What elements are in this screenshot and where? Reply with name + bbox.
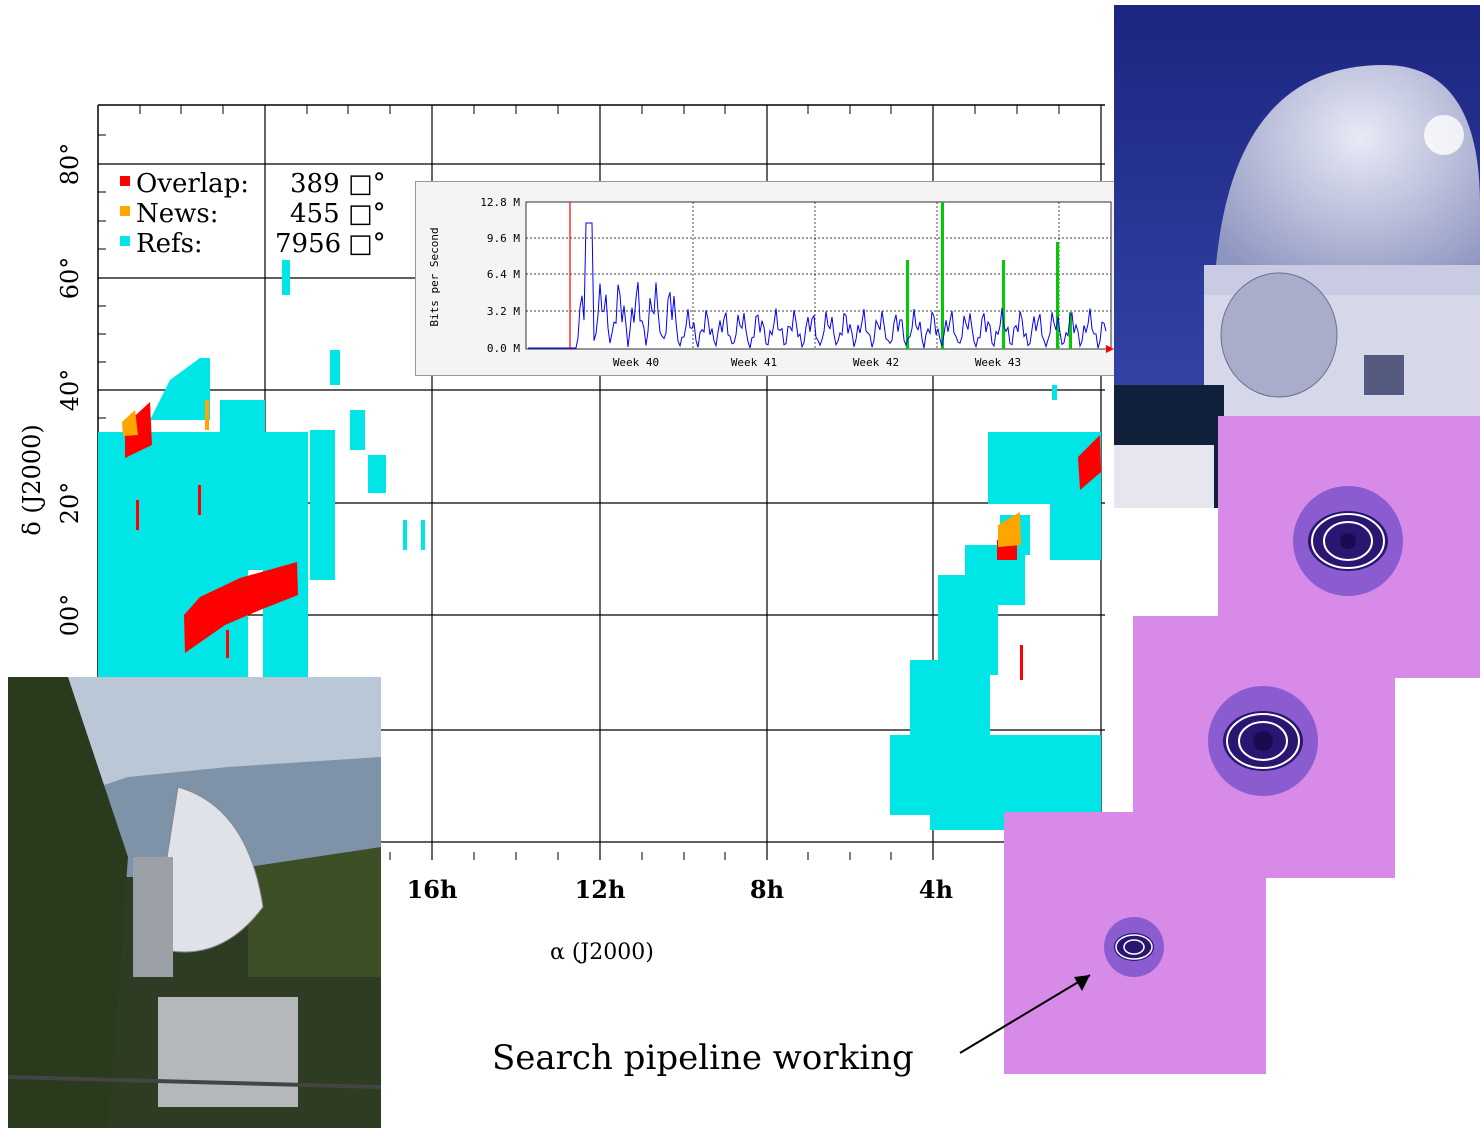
news-region-right <box>998 512 1021 547</box>
caption-arrow-icon <box>959 974 1091 1054</box>
legend-swatch-news <box>120 206 130 216</box>
dec-tick-labels: 80° 60° 40° 20° 00° δ (J2000) <box>18 143 84 637</box>
pipeline-caption: Search pipeline working <box>492 1038 914 1078</box>
legend-swatch-overlap <box>120 176 130 186</box>
detection-stamp-3 <box>1004 812 1266 1074</box>
traffic-burst-4 <box>1069 312 1072 349</box>
traffic-xtick-week43: Week 43 <box>975 356 1021 369</box>
ra-tick-8h: 8h <box>750 875 784 900</box>
dec-tick-80: 80° <box>56 143 84 186</box>
traffic-series-line <box>528 222 1107 349</box>
news-region-left <box>122 400 209 436</box>
traffic-ytick-3-2: 3.2 M <box>487 305 520 318</box>
ra-tick-16h: 16h <box>407 875 458 900</box>
legend-unit-overlap: □° <box>348 169 386 199</box>
dec-tick-00: 00° <box>56 594 84 637</box>
traffic-arrow-icon <box>1106 345 1114 353</box>
traffic-xticks: Week 40 Week 41 Week 42 Week 43 <box>613 356 1021 369</box>
ra-tick-4h: 4h <box>919 875 953 900</box>
dec-tick-40: 40° <box>56 369 84 412</box>
legend-value-refs: 7956 <box>275 229 341 259</box>
sky-map-xlabel: α (J2000) <box>550 940 654 965</box>
sky-coverage-map: Overlap: 389 □° News: 455 □° Refs: 7956 … <box>18 104 1105 900</box>
sky-map-legend: Overlap: 389 □° News: 455 □° Refs: 7956 … <box>120 169 386 259</box>
legend-unit-refs: □° <box>348 229 386 259</box>
traffic-bursts <box>906 202 1072 349</box>
legend-label-news: News: <box>136 199 219 229</box>
traffic-ytick-6-4: 6.4 M <box>487 268 520 281</box>
overlap-region-left <box>125 402 298 658</box>
legend-value-news: 455 <box>290 199 340 229</box>
dish-antenna-photo <box>8 677 381 1128</box>
legend-value-overlap: 389 <box>290 169 340 199</box>
traffic-chart-svg: 12.8 M 9.6 M 6.4 M 3.2 M 0.0 M Bits per … <box>428 196 1114 369</box>
sky-map-ylabel: δ (J2000) <box>18 424 46 536</box>
ra-tick-labels: 16h 12h 8h 4h <box>407 875 954 900</box>
traffic-ytick-0-0: 0.0 M <box>487 342 520 355</box>
network-traffic-chart: 12.8 M 9.6 M 6.4 M 3.2 M 0.0 M Bits per … <box>415 181 1115 376</box>
traffic-burst-0 <box>906 260 909 349</box>
traffic-yticks: 12.8 M 9.6 M 6.4 M 3.2 M 0.0 M <box>480 196 520 355</box>
refs-coverage-right <box>890 385 1101 830</box>
dec-tick-20: 20° <box>56 482 84 525</box>
legend-label-refs: Refs: <box>136 229 203 259</box>
traffic-burst-1 <box>941 202 944 349</box>
cyan-dots <box>403 520 425 550</box>
traffic-burst-2 <box>1002 260 1005 349</box>
traffic-ytick-12-8: 12.8 M <box>480 196 520 209</box>
traffic-xtick-week40: Week 40 <box>613 356 659 369</box>
traffic-ytick-9-6: 9.6 M <box>487 232 520 245</box>
traffic-xtick-week42: Week 42 <box>853 356 899 369</box>
legend-unit-news: □° <box>348 199 386 229</box>
legend-swatch-refs <box>120 236 130 246</box>
dec-tick-60: 60° <box>56 257 84 300</box>
traffic-xtick-week41: Week 41 <box>731 356 777 369</box>
traffic-ylabel: Bits per Second <box>428 227 441 326</box>
legend-label-overlap: Overlap: <box>136 169 249 199</box>
ra-tick-12h: 12h <box>575 875 626 900</box>
traffic-burst-3 <box>1056 242 1059 349</box>
refs-coverage-left <box>98 260 386 680</box>
